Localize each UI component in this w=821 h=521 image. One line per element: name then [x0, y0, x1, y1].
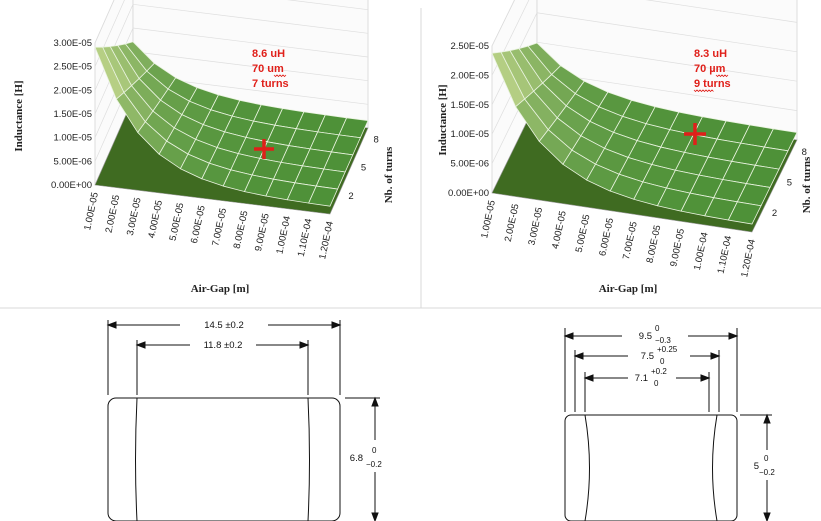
x-tick-label: 5.00E-05 [574, 214, 593, 254]
y-tick-label: 2.00E-05 [450, 70, 489, 81]
spell-underline [273, 74, 287, 78]
z-axis-title: Nb. of turns [383, 146, 395, 203]
operating-point-marker [254, 139, 274, 159]
y-tick-label: 3.00E-05 [53, 38, 92, 49]
dim-w1-nominal: 9.5 [639, 331, 652, 342]
annotation-line: 9 turns [694, 78, 731, 90]
core-outline [107, 397, 341, 521]
surface [94, 41, 369, 207]
y-tick-label: 2.00E-05 [53, 85, 92, 96]
annotation-line: 70 µm [694, 63, 726, 75]
gridline [94, 0, 369, 67]
x-tick-label: 1.00E-05 [479, 199, 498, 239]
z-tick-label: 8 [373, 134, 378, 145]
annotation-line: 70 um [252, 63, 284, 75]
y-tick-label: 1.50E-05 [53, 109, 92, 120]
z-tick-label: 2 [348, 191, 353, 202]
y-tick-label: 2.50E-05 [450, 41, 489, 52]
z-tick-label: 2 [772, 208, 777, 219]
dim-outer-width: 14.5 ±0.2 [204, 320, 244, 331]
right-curve-line [712, 414, 718, 521]
x-axis-title: Air-Gap [m] [599, 283, 658, 295]
y-tick-label: 5.00E-06 [450, 159, 489, 170]
y-tick-label: 1.50E-05 [450, 100, 489, 111]
y-tick-label: 2.50E-05 [53, 62, 92, 73]
dim-w2-upper: +0.25 [657, 345, 678, 354]
y-tick-label: 0.00E+00 [51, 180, 92, 191]
right-flange-line [307, 397, 310, 521]
x-tick-label: 2.00E-05 [104, 194, 123, 234]
z-tick-label: 5 [787, 177, 792, 188]
surface [491, 42, 798, 225]
spell-underline [693, 89, 714, 93]
y-axis-title: Inductance [H] [13, 80, 25, 151]
dim-w2-nominal: 7.5 [641, 351, 654, 362]
z-tick-label: 5 [361, 163, 366, 174]
dim-w1-lower: −0.3 [655, 336, 671, 345]
x-tick-label: 4.00E-05 [550, 210, 569, 250]
annotation-line: 8.6 uH [252, 48, 285, 60]
x-tick-label: 1.00E-04 [692, 231, 711, 271]
y-tick-label: 0.00E+00 [448, 188, 489, 199]
x-axis-title: Air-Gap [m] [191, 283, 250, 295]
gridline [491, 0, 798, 76]
annotation-line: 7 turns [252, 78, 289, 90]
y-tick-label: 5.00E-06 [53, 156, 92, 167]
gridline [491, 41, 798, 135]
x-tick-label: 8.00E-05 [645, 224, 664, 264]
x-tick-label: 8.00E-05 [232, 210, 251, 250]
x-tick-label: 3.00E-05 [125, 197, 144, 237]
x-tick-label: 2.00E-05 [503, 203, 522, 243]
surface-patch [727, 201, 762, 225]
core-outline [564, 414, 738, 521]
x-tick-label: 1.20E-04 [317, 220, 336, 260]
x-tick-label: 9.00E-05 [668, 228, 687, 268]
x-tick-label: 5.00E-05 [168, 202, 187, 242]
x-tick-label: 6.00E-05 [189, 205, 208, 245]
dim-height-upper: 0 [764, 454, 769, 463]
left-curve-line [584, 414, 590, 521]
x-tick-label: 1.10E-04 [296, 218, 315, 258]
operating-point-marker [684, 123, 706, 145]
dim-w3-lower: 0 [654, 379, 659, 388]
gridline [94, 27, 369, 115]
y-tick-label: 1.00E-05 [53, 133, 92, 144]
inductance-surface-chart-9-turns: 0.00E+00 5.00E-06 1.00E-05 1.50E-05 2.00E-05… [437, 0, 813, 295]
x-tick-label: 1.00E-05 [82, 191, 101, 231]
x-tick-label: 4.00E-05 [146, 199, 165, 239]
x-tick-label: 7.00E-05 [621, 221, 640, 261]
inductance-surface-chart-7-turns: 0.00E+00 5.00E-06 1.00E-05 1.50E-05 2.00E-05… [13, 0, 395, 295]
z-axis-title: Nb. of turns [801, 156, 813, 213]
dim-height-lower: −0.2 [759, 468, 775, 477]
dim-w3-nominal: 7.1 [635, 373, 648, 384]
left-flange-line [135, 397, 138, 521]
x-tick-label: 9.00E-05 [253, 212, 272, 252]
spell-underline [715, 74, 729, 78]
x-tick-label: 3.00E-05 [526, 206, 545, 246]
x-tick-label: 1.00E-04 [274, 215, 293, 255]
surface-patch [308, 185, 339, 207]
z-tick-label: 8 [802, 147, 807, 158]
dim-height-upper: 0 [372, 446, 377, 455]
dim-height-lower: −0.2 [366, 460, 382, 469]
core-drawing-large [106, 320, 380, 521]
dim-height-nominal: 6.8 [350, 453, 363, 464]
dim-w2-lower: 0 [660, 357, 665, 366]
dim-w3-upper: +0.2 [651, 367, 667, 376]
dim-inner-width: 11.8 ±0.2 [204, 340, 243, 351]
x-tick-label: 6.00E-05 [597, 217, 616, 257]
x-tick-label: 1.10E-04 [716, 235, 735, 275]
y-axis-title: Inductance [H] [437, 84, 449, 155]
y-tick-label: 1.00E-05 [450, 129, 489, 140]
dim-height-nominal: 5 [754, 461, 759, 472]
core-drawing-small [563, 328, 772, 521]
gridline [94, 0, 115, 44]
dim-w1-upper: 0 [655, 324, 660, 333]
gridline [491, 0, 515, 47]
x-tick-label: 7.00E-05 [210, 207, 229, 247]
annotation-line: 8.3 uH [694, 48, 727, 60]
x-tick-label: 1.20E-04 [739, 238, 758, 278]
